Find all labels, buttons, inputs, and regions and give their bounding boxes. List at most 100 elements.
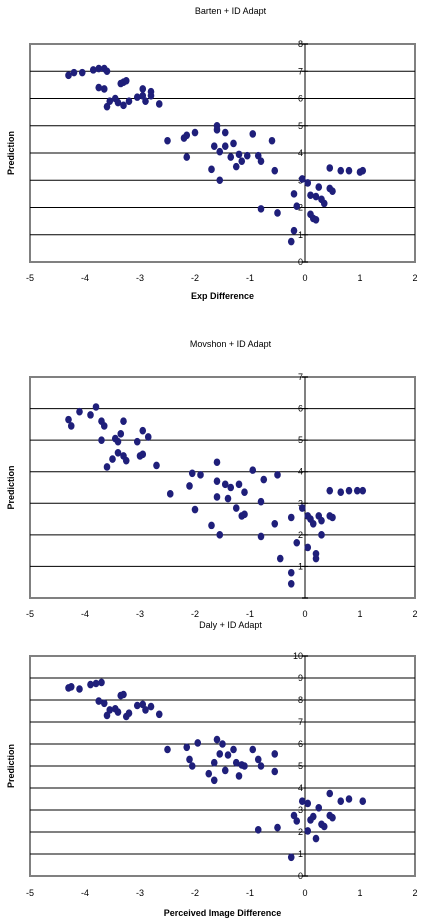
- data-point: [95, 697, 103, 705]
- data-point: [359, 166, 367, 175]
- data-point: [329, 513, 336, 522]
- data-point: [216, 750, 224, 758]
- data-point: [230, 139, 237, 148]
- data-point: [249, 130, 257, 138]
- data-point: [114, 708, 122, 716]
- chart-barten: Barten + ID Adapt012345678-5-4-3-2-1012E…: [0, 0, 445, 301]
- y-tick-label: 5: [298, 761, 303, 771]
- data-point: [166, 490, 174, 498]
- data-point: [304, 543, 312, 552]
- y-tick-label: 2: [298, 530, 303, 540]
- data-point: [312, 834, 320, 843]
- data-point: [103, 711, 111, 720]
- data-point: [164, 136, 171, 145]
- y-tick-label: 8: [298, 39, 303, 49]
- data-point: [155, 710, 163, 719]
- data-point: [227, 153, 235, 161]
- data-point: [89, 66, 97, 74]
- data-point: [312, 554, 320, 563]
- data-point: [70, 68, 78, 77]
- data-point: [183, 743, 191, 752]
- chart-daly: Daly + ID Adapt 0 1 2 3 4 5 6 7 8 9 10 -5 -4 -3 -2 -1 0 1 2…: [0, 612, 445, 922]
- data-point: [304, 827, 312, 835]
- data-point: [139, 700, 147, 709]
- data-point: [257, 157, 265, 165]
- data-point: [232, 504, 240, 512]
- data-point: [76, 685, 83, 693]
- data-point: [260, 475, 268, 484]
- data-point: [304, 179, 312, 187]
- data-point: [95, 83, 103, 92]
- data-point: [309, 520, 317, 528]
- data-point: [329, 187, 336, 195]
- data-point: [100, 85, 108, 93]
- data-point: [117, 430, 125, 438]
- x-tick-label: -1: [246, 609, 254, 619]
- data-point: [120, 690, 127, 699]
- y-tick-label: 3: [298, 498, 303, 508]
- x-tick-label: 2: [412, 888, 417, 898]
- x-tick-label: 1: [357, 609, 362, 619]
- data-point: [67, 422, 75, 430]
- data-point: [114, 98, 122, 107]
- data-point: [210, 776, 218, 785]
- y-tick-label: 6: [298, 404, 303, 414]
- data-point: [257, 532, 265, 541]
- x-tick-label: -1: [246, 273, 254, 283]
- y-tick-label: 0: [298, 871, 303, 881]
- data-point: [216, 176, 224, 185]
- data-point: [153, 461, 160, 470]
- data-point: [287, 568, 295, 577]
- data-point: [213, 126, 221, 134]
- y-tick-label: 2: [298, 827, 303, 837]
- y-axis-title: Prediction: [6, 744, 16, 788]
- data-point: [257, 497, 265, 506]
- y-tick-label: 2: [298, 203, 303, 213]
- data-point: [304, 799, 312, 808]
- data-point: [271, 520, 279, 528]
- data-point: [345, 795, 353, 803]
- data-point: [221, 142, 229, 150]
- data-point: [103, 67, 111, 76]
- chart-movshon-svg: Movshon + ID Adapt 1 2 3 4 5 6 7 -5 -4 -3 -2 -1 0 1 2 Pr…: [6, 339, 418, 619]
- data-point: [337, 797, 345, 805]
- x-tick-label: -4: [81, 888, 89, 898]
- data-point: [103, 463, 111, 471]
- x-tick-label: -3: [136, 273, 144, 283]
- data-point: [76, 407, 83, 416]
- data-point: [353, 486, 361, 495]
- data-point: [287, 579, 295, 588]
- data-point: [315, 804, 323, 812]
- data-point: [65, 415, 72, 424]
- data-point: [249, 466, 257, 474]
- data-point: [106, 706, 114, 714]
- data-point: [186, 482, 193, 490]
- x-tick-label: 0: [302, 609, 307, 619]
- data-point: [307, 191, 314, 200]
- y-tick-label: 1: [298, 230, 303, 240]
- y-tick-label: 6: [298, 94, 303, 104]
- data-point: [194, 739, 202, 747]
- data-point: [337, 488, 345, 497]
- data-point: [241, 488, 248, 497]
- data-point: [287, 853, 295, 862]
- x-tick-label: -3: [136, 609, 144, 619]
- data-point: [271, 166, 279, 175]
- y-tick-label: 6: [298, 739, 303, 749]
- data-point: [183, 131, 191, 140]
- data-point: [210, 142, 218, 150]
- data-point: [216, 147, 224, 156]
- data-point: [147, 702, 155, 711]
- data-point: [144, 433, 152, 441]
- data-point: [235, 150, 243, 159]
- data-point: [100, 699, 108, 708]
- data-point: [147, 91, 155, 100]
- x-tick-label: -5: [26, 609, 34, 619]
- data-point: [142, 706, 149, 714]
- data-point: [106, 97, 114, 106]
- y-tick-label: 4: [298, 467, 303, 477]
- data-point: [87, 680, 94, 689]
- chart-barten-svg: Barten + ID Adapt012345678-5-4-3-2-1012E…: [6, 6, 418, 301]
- y-tick-label: 5: [298, 121, 303, 131]
- data-point: [120, 417, 127, 425]
